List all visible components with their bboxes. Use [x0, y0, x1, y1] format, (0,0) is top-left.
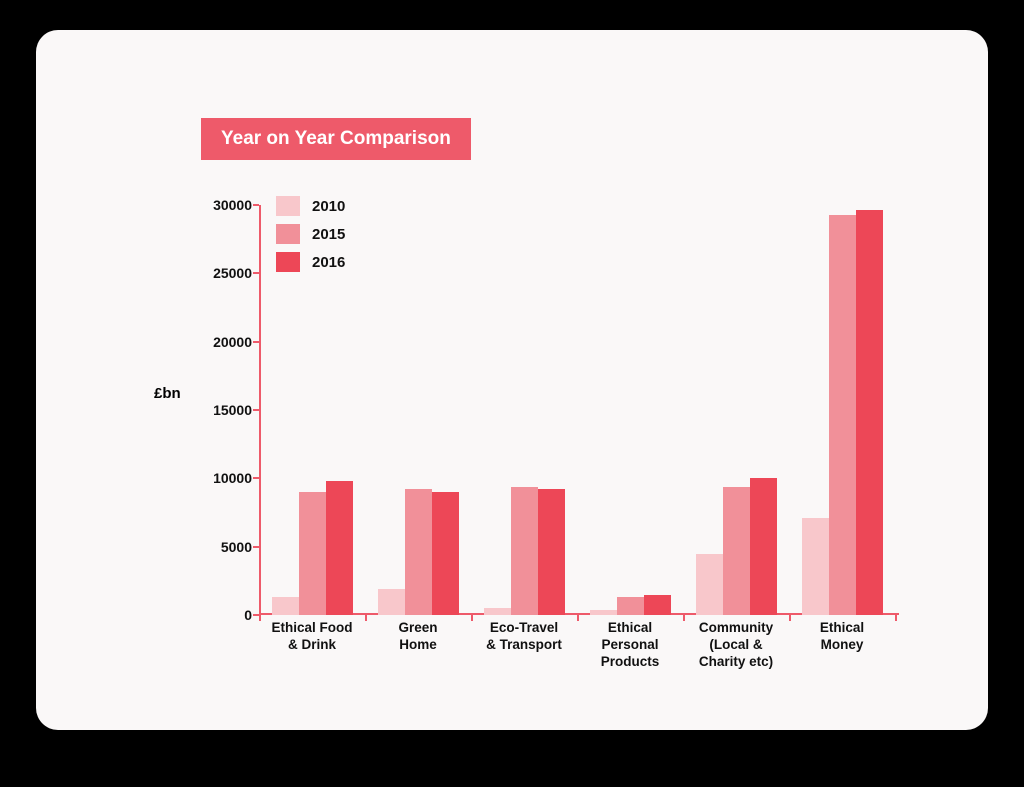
y-axis-line — [259, 205, 261, 615]
bar — [378, 589, 405, 615]
y-tick-mark — [253, 341, 259, 343]
y-tick-label: 15000 — [213, 402, 252, 418]
legend-label: 2010 — [312, 198, 345, 215]
bar — [750, 478, 777, 615]
y-tick-label: 20000 — [213, 334, 252, 350]
bar — [299, 492, 326, 615]
y-tick-label: 10000 — [213, 470, 252, 486]
bar — [272, 597, 299, 615]
chart-title-badge: Year on Year Comparison — [201, 118, 471, 160]
legend-item: 2015 — [276, 224, 345, 244]
plot-region — [259, 205, 899, 615]
x-tick-label: Eco-Travel& Transport — [469, 620, 579, 654]
y-tick-label: 5000 — [221, 539, 252, 555]
y-tick-mark — [253, 477, 259, 479]
legend-swatch — [276, 252, 300, 272]
chart-area: £bn 050001000015000200002500030000 Ethic… — [154, 185, 914, 715]
legend-item: 2010 — [276, 196, 345, 216]
bar — [484, 608, 511, 615]
y-tick-mark — [253, 409, 259, 411]
x-tick-label: EthicalPersonalProducts — [575, 620, 685, 671]
y-tick-mark — [253, 204, 259, 206]
legend-swatch — [276, 196, 300, 216]
bar — [590, 610, 617, 615]
bar — [802, 518, 829, 615]
y-tick-label: 25000 — [213, 265, 252, 281]
bar — [696, 554, 723, 616]
bar — [432, 492, 459, 615]
x-tick-label: Ethical Food& Drink — [257, 620, 367, 654]
chart-legend: 2010 2015 2016 — [276, 196, 345, 280]
bar — [538, 489, 565, 615]
bar — [856, 210, 883, 615]
x-tick-label: GreenHome — [363, 620, 473, 654]
bar — [829, 215, 856, 615]
y-tick-labels: 050001000015000200002500030000 — [154, 205, 252, 615]
chart-card: Year on Year Comparison 201020152016 £bn… — [36, 30, 988, 730]
x-tick-label: EthicalMoney — [787, 620, 897, 654]
legend-label: 2015 — [312, 226, 345, 243]
y-tick-label: 30000 — [213, 197, 252, 213]
bar — [326, 481, 353, 615]
legend-swatch — [276, 224, 300, 244]
bar — [405, 489, 432, 615]
bar — [617, 597, 644, 615]
y-tick-mark — [253, 546, 259, 548]
bar — [644, 595, 671, 616]
y-tick-label: 0 — [244, 607, 252, 623]
bar — [723, 487, 750, 615]
legend-item: 2016 — [276, 252, 345, 272]
bar — [511, 487, 538, 615]
chart-title-text: Year on Year Comparison — [221, 128, 451, 149]
x-tick-label: Community(Local &Charity etc) — [681, 620, 791, 671]
y-tick-mark — [253, 272, 259, 274]
legend-label: 2016 — [312, 254, 345, 271]
